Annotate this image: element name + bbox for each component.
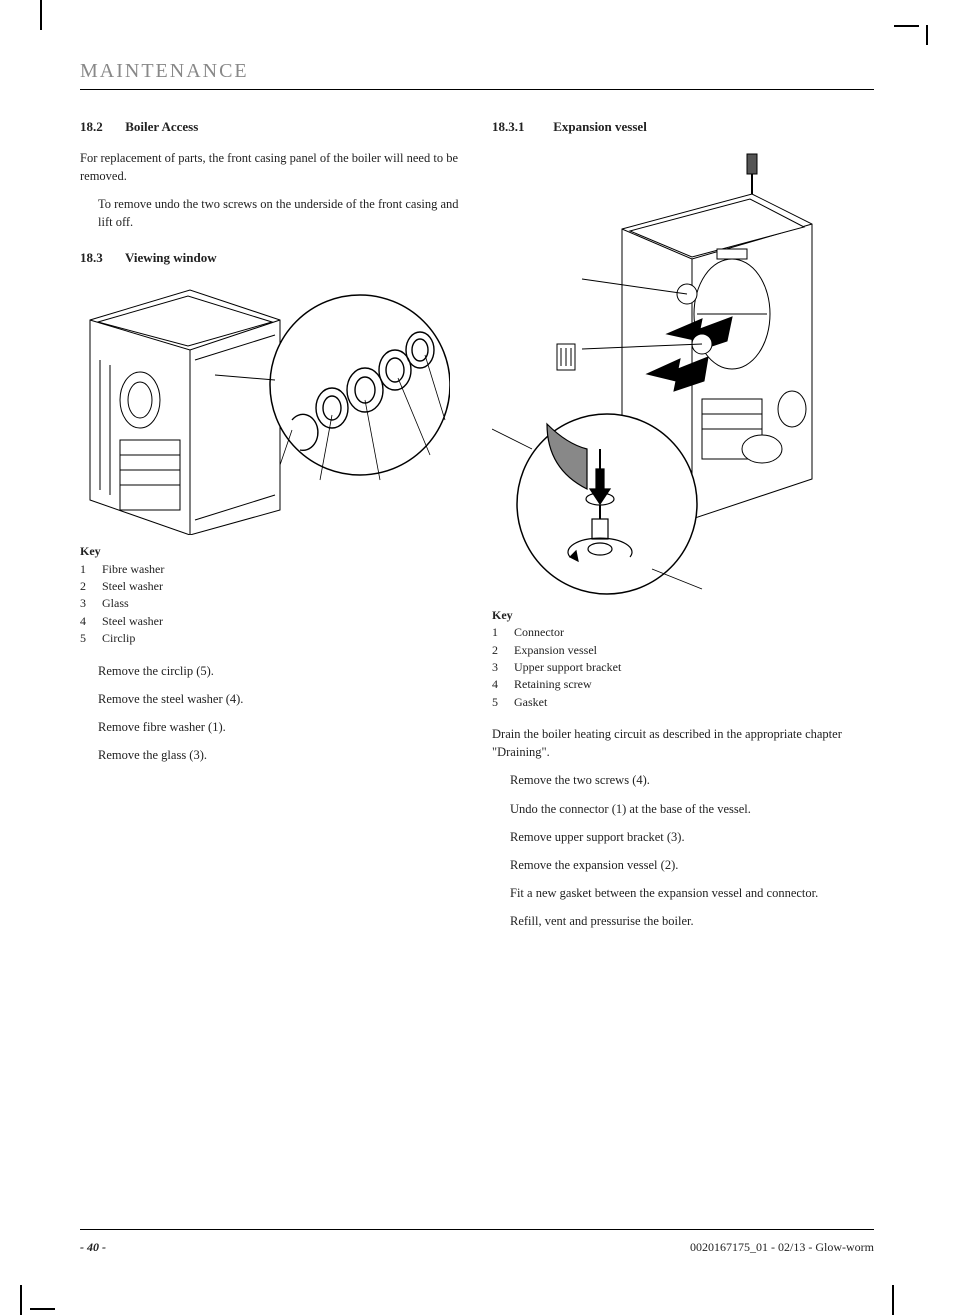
- heading-title: Boiler Access: [125, 119, 198, 134]
- instruction-step: Remove upper support bracket (3).: [492, 828, 874, 846]
- content-columns: 18.2 Boiler Access For replacement of pa…: [80, 118, 874, 940]
- document-reference: 0020167175_01 - 02/13 - Glow-worm: [690, 1240, 874, 1255]
- page-header: MAINTENANCE: [80, 60, 874, 90]
- crop-mark: [892, 1285, 894, 1315]
- key-list-right: 1Connector 2Expansion vessel 3Upper supp…: [492, 624, 874, 711]
- page-footer: - 40 - 0020167175_01 - 02/13 - Glow-worm: [80, 1229, 874, 1255]
- expansion-vessel-diagram: [492, 149, 872, 599]
- crop-mark: [40, 0, 42, 30]
- heading-title: Expansion vessel: [553, 119, 647, 134]
- heading-18-2: 18.2 Boiler Access: [80, 118, 462, 137]
- right-column: 18.3.1 Expansion vessel: [492, 118, 874, 940]
- key-row: 2Expansion vessel: [492, 642, 874, 659]
- key-list-left: 1Fibre washer 2Steel washer 3Glass 4Stee…: [80, 561, 462, 648]
- instruction-step: To remove undo the two screws on the und…: [80, 195, 462, 231]
- key-row: 4Steel washer: [80, 613, 462, 630]
- instruction-step: Remove the expansion vessel (2).: [492, 856, 874, 874]
- key-label: Key: [80, 543, 462, 560]
- heading-number: 18.3.1: [492, 118, 550, 137]
- key-row: 1Fibre washer: [80, 561, 462, 578]
- instruction-step: Remove the glass (3).: [80, 746, 462, 764]
- instruction-step: Remove fibre washer (1).: [80, 718, 462, 736]
- page-number: - 40 -: [80, 1240, 106, 1255]
- crop-mark: [20, 1285, 22, 1315]
- crop-mark: [926, 25, 928, 45]
- paragraph: For replacement of parts, the front casi…: [80, 149, 462, 185]
- heading-18-3-1: 18.3.1 Expansion vessel: [492, 118, 874, 137]
- figure-viewing-window: [80, 280, 462, 535]
- instruction-step: Remove the two screws (4).: [492, 771, 874, 789]
- key-row: 4Retaining screw: [492, 676, 874, 693]
- instruction-step: Fit a new gasket between the expansion v…: [492, 884, 874, 902]
- key-row: 3Glass: [80, 595, 462, 612]
- crop-mark: [30, 1308, 55, 1310]
- figure-expansion-vessel: [492, 149, 874, 599]
- instruction-step: Remove the circlip (5).: [80, 662, 462, 680]
- paragraph: Drain the boiler heating circuit as desc…: [492, 725, 874, 761]
- instruction-step: Remove the steel washer (4).: [80, 690, 462, 708]
- key-row: 1Connector: [492, 624, 874, 641]
- heading-title: Viewing window: [125, 250, 217, 265]
- crop-mark: [894, 25, 919, 27]
- key-row: 2Steel washer: [80, 578, 462, 595]
- heading-number: 18.2: [80, 118, 122, 137]
- instruction-step: Undo the connector (1) at the base of th…: [492, 800, 874, 818]
- instruction-step: Refill, vent and pressurise the boiler.: [492, 912, 874, 930]
- key-row: 3Upper support bracket: [492, 659, 874, 676]
- key-row: 5Circlip: [80, 630, 462, 647]
- left-column: 18.2 Boiler Access For replacement of pa…: [80, 118, 462, 940]
- heading-number: 18.3: [80, 249, 122, 268]
- key-row: 5Gasket: [492, 694, 874, 711]
- heading-18-3: 18.3 Viewing window: [80, 249, 462, 268]
- viewing-window-diagram: [80, 280, 450, 535]
- key-label: Key: [492, 607, 874, 624]
